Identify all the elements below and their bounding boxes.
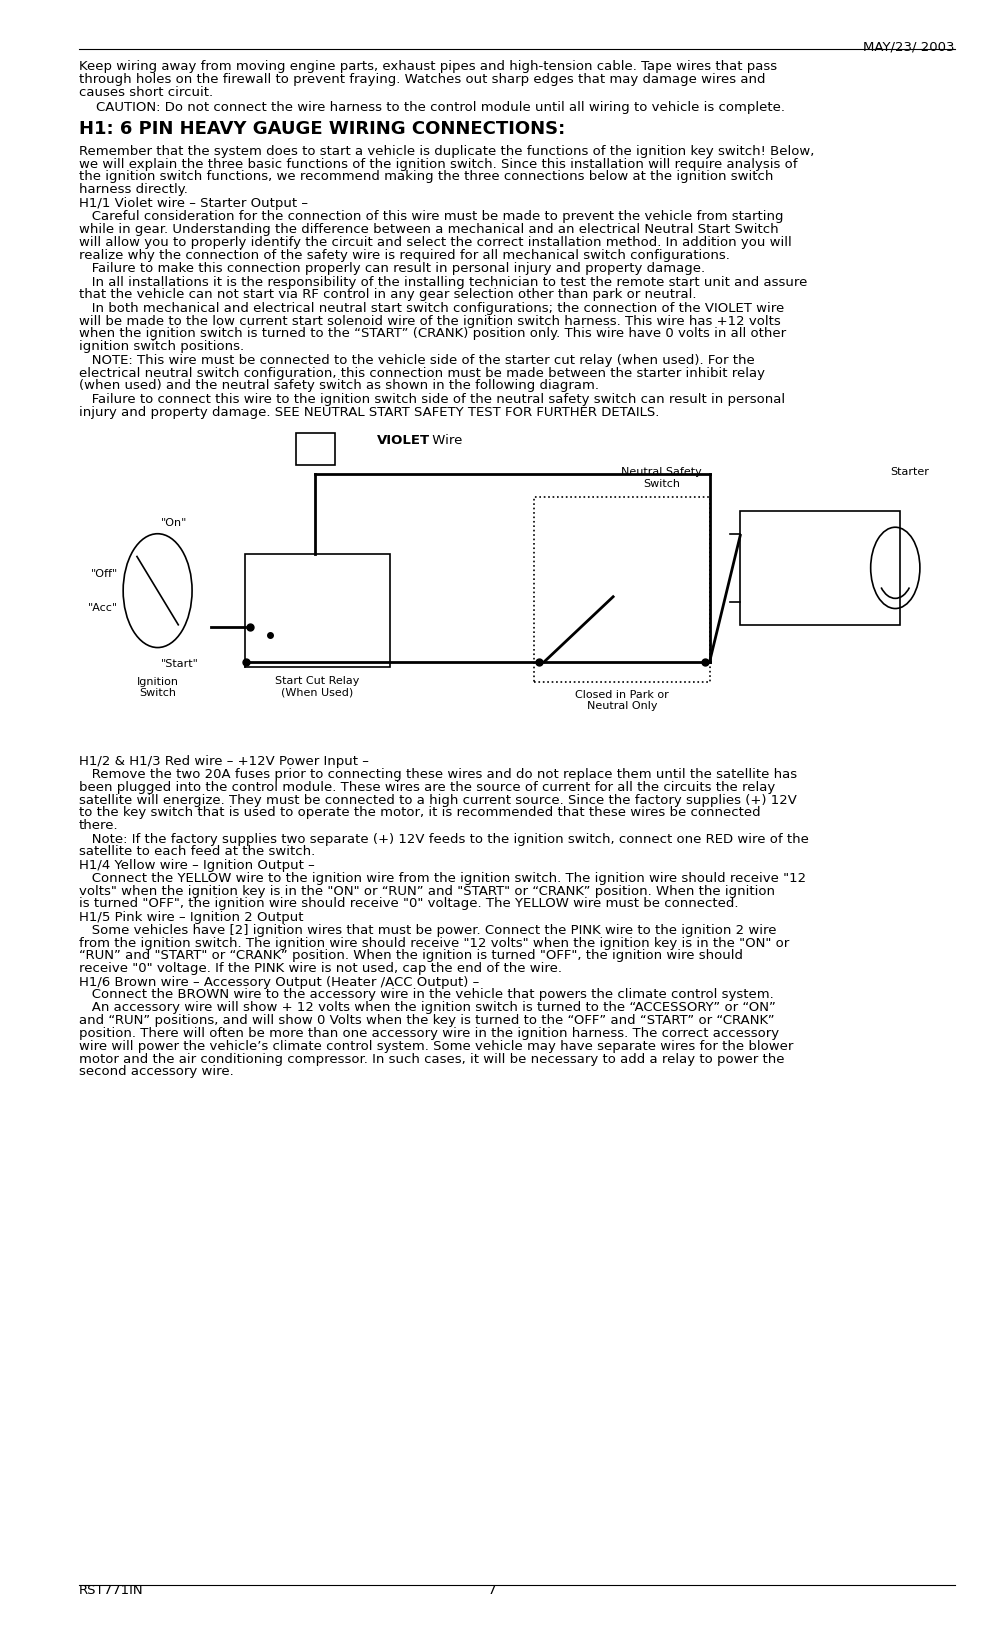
Text: Neutral Safety
Switch: Neutral Safety Switch (621, 467, 701, 488)
Text: to the key switch that is used to operate the motor, it is recommended that thes: to the key switch that is used to operat… (78, 806, 759, 820)
Text: will be made to the low current start solenoid wire of the ignition switch harne: will be made to the low current start so… (78, 315, 779, 328)
Text: from the ignition switch. The ignition wire should receive "12 volts" when the i: from the ignition switch. The ignition w… (78, 937, 788, 950)
Bar (739, 511, 900, 624)
Text: while in gear. Understanding the difference between a mechanical and an electric: while in gear. Understanding the differe… (78, 223, 777, 236)
Text: An accessory wire will show + 12 volts when the ignition switch is turned to the: An accessory wire will show + 12 volts w… (78, 1002, 775, 1015)
Bar (295, 433, 335, 465)
Text: receive "0" voltage. If the PINK wire is not used, cap the end of the wire.: receive "0" voltage. If the PINK wire is… (78, 963, 562, 976)
Text: NOTE: This wire must be connected to the vehicle side of the starter cut relay (: NOTE: This wire must be connected to the… (78, 354, 754, 367)
Text: 7: 7 (487, 1584, 496, 1597)
Text: Remove the two 20A fuses prior to connecting these wires and do not replace them: Remove the two 20A fuses prior to connec… (78, 767, 796, 780)
Text: RST771IN: RST771IN (78, 1584, 143, 1597)
Text: satellite to each feed at the switch.: satellite to each feed at the switch. (78, 846, 315, 859)
Text: the ignition switch functions, we recommend making the three connections below a: the ignition switch functions, we recomm… (78, 171, 772, 184)
Text: been plugged into the control module. These wires are the source of current for : been plugged into the control module. Th… (78, 780, 774, 793)
Text: H1/4 Yellow wire – Ignition Output –: H1/4 Yellow wire – Ignition Output – (78, 859, 314, 872)
Text: Failure to make this connection properly can result in personal injury and prope: Failure to make this connection properly… (78, 262, 704, 275)
Text: Connect the YELLOW wire to the ignition wire from the ignition switch. The ignit: Connect the YELLOW wire to the ignition … (78, 872, 805, 885)
Text: through holes on the firewall to prevent fraying. Watches out sharp edges that m: through holes on the firewall to prevent… (78, 73, 764, 86)
Bar (534, 496, 709, 681)
Text: H1/1 Violet wire – Starter Output –: H1/1 Violet wire – Starter Output – (78, 197, 308, 210)
Text: "Off": "Off" (91, 569, 118, 579)
Text: injury and property damage. SEE NEUTRAL START SAFETY TEST FOR FURTHER DETAILS.: injury and property damage. SEE NEUTRAL … (78, 406, 659, 420)
Text: ignition switch positions.: ignition switch positions. (78, 340, 244, 353)
Text: causes short circuit.: causes short circuit. (78, 86, 213, 99)
Text: when the ignition switch is turned to the “START” (CRANK) position only. This wi: when the ignition switch is turned to th… (78, 327, 785, 340)
Text: MAY/23/ 2003: MAY/23/ 2003 (863, 41, 954, 54)
Text: second accessory wire.: second accessory wire. (78, 1065, 234, 1078)
Text: VIOLET: VIOLET (376, 434, 429, 447)
Text: there.: there. (78, 820, 118, 833)
Text: that the vehicle can not start via RF control in any gear selection other than p: that the vehicle can not start via RF co… (78, 288, 695, 301)
Text: volts" when the ignition key is in the "ON" or “RUN” and "START" or “CRANK” posi: volts" when the ignition key is in the "… (78, 885, 774, 898)
Text: motor and the air conditioning compressor. In such cases, it will be necessary t: motor and the air conditioning compresso… (78, 1052, 783, 1065)
Text: Closed in Park or
Neutral Only: Closed in Park or Neutral Only (575, 689, 668, 712)
Text: In both mechanical and electrical neutral start switch configurations; the conne: In both mechanical and electrical neutra… (78, 302, 783, 315)
Text: "On": "On" (160, 519, 188, 528)
Text: realize why the connection of the safety wire is required for all mechanical swi: realize why the connection of the safety… (78, 249, 729, 262)
Text: position. There will often be more than one accessory wire in the ignition harne: position. There will often be more than … (78, 1028, 778, 1041)
Text: "Start": "Start" (160, 659, 199, 668)
Text: harness directly.: harness directly. (78, 184, 188, 197)
Text: H1/5 Pink wire – Ignition 2 Output: H1/5 Pink wire – Ignition 2 Output (78, 911, 303, 924)
Text: “RUN” and "START" or “CRANK” position. When the ignition is turned "OFF", the ig: “RUN” and "START" or “CRANK” position. W… (78, 950, 742, 963)
Text: Note: If the factory supplies two separate (+) 12V feeds to the ignition switch,: Note: If the factory supplies two separa… (78, 833, 807, 846)
Text: electrical neutral switch configuration, this connection must be made between th: electrical neutral switch configuration,… (78, 366, 764, 379)
Text: Ignition
Switch: Ignition Switch (136, 676, 179, 699)
Text: H1/2 & H1/3 Red wire – +12V Power Input –: H1/2 & H1/3 Red wire – +12V Power Input … (78, 754, 368, 767)
Text: and “RUN” positions, and will show 0 Volts when the key is turned to the “OFF” a: and “RUN” positions, and will show 0 Vol… (78, 1015, 773, 1028)
Text: is turned "OFF", the ignition wire should receive "0" voltage. The YELLOW wire m: is turned "OFF", the ignition wire shoul… (78, 898, 737, 911)
Text: Keep wiring away from moving engine parts, exhaust pipes and high-tension cable.: Keep wiring away from moving engine part… (78, 60, 776, 73)
Text: wire will power the vehicle’s climate control system. Some vehicle may have sepa: wire will power the vehicle’s climate co… (78, 1039, 792, 1052)
Text: Wire: Wire (427, 434, 461, 447)
Text: Connect the BROWN wire to the accessory wire in the vehicle that powers the clim: Connect the BROWN wire to the accessory … (78, 989, 772, 1002)
Text: we will explain the three basic functions of the ignition switch. Since this ins: we will explain the three basic function… (78, 158, 796, 171)
Text: satellite will energize. They must be connected to a high current source. Since : satellite will energize. They must be co… (78, 793, 795, 806)
Text: Start Cut Relay
(When Used): Start Cut Relay (When Used) (275, 675, 359, 698)
Text: "Acc": "Acc" (88, 603, 118, 613)
Text: will allow you to properly identify the circuit and select the correct installat: will allow you to properly identify the … (78, 236, 790, 249)
Text: Remember that the system does to start a vehicle is duplicate the functions of t: Remember that the system does to start a… (78, 145, 813, 158)
Text: H1: 6 PIN HEAVY GAUGE WIRING CONNECTIONS:: H1: 6 PIN HEAVY GAUGE WIRING CONNECTIONS… (78, 120, 565, 138)
Text: CAUTION: Do not connect the wire harness to the control module until all wiring : CAUTION: Do not connect the wire harness… (96, 101, 784, 114)
Text: H1/6 Brown wire – Accessory Output (Heater /ACC Output) –: H1/6 Brown wire – Accessory Output (Heat… (78, 976, 478, 989)
Text: Careful consideration for the connection of this wire must be made to prevent th: Careful consideration for the connection… (78, 210, 782, 223)
Text: Starter: Starter (890, 467, 929, 476)
Text: (when used) and the neutral safety switch as shown in the following diagram.: (when used) and the neutral safety switc… (78, 379, 598, 392)
Text: In all installations it is the responsibility of the installing technician to te: In all installations it is the responsib… (78, 275, 806, 288)
Bar (245, 553, 389, 667)
Text: Some vehicles have [2] ignition wires that must be power. Connect the PINK wire : Some vehicles have [2] ignition wires th… (78, 924, 775, 937)
Text: Failure to connect this wire to the ignition switch side of the neutral safety s: Failure to connect this wire to the igni… (78, 393, 784, 406)
